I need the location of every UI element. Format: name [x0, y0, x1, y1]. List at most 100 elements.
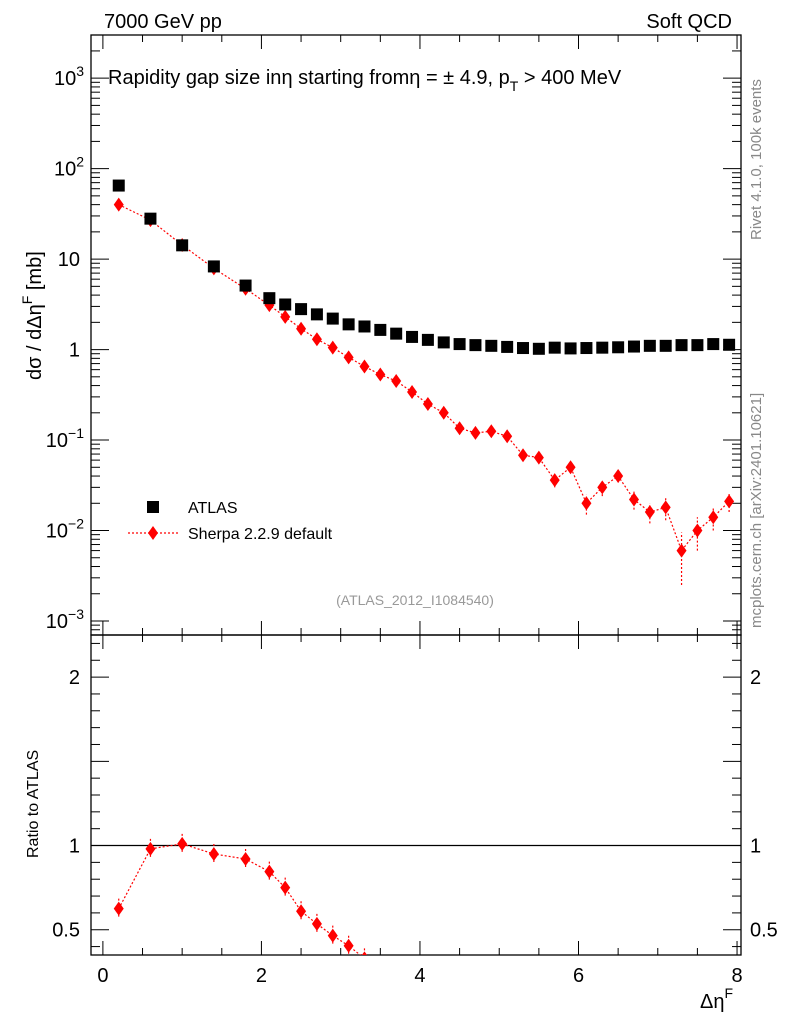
y-axis-label: dσ / dΔηF [mb]: [19, 251, 46, 380]
atlas-point: [326, 312, 339, 325]
chart-title: Rapidity gap size inη starting fromη = ±…: [108, 67, 622, 94]
sherpa-point: [581, 496, 592, 511]
atlas-point: [596, 341, 609, 354]
atlas-point: [374, 323, 387, 336]
y-tick-label: 10: [58, 249, 80, 271]
sherpa-point: [375, 367, 386, 382]
atlas-point: [390, 327, 403, 340]
atlas-point: [453, 338, 466, 351]
ratio-point: [145, 841, 156, 856]
y-tick-label: 1: [69, 340, 80, 362]
sherpa-point: [454, 421, 465, 436]
ratio-point: [208, 846, 219, 861]
atlas-point: [437, 336, 450, 349]
legend-atlas-label: ATLAS: [188, 500, 238, 517]
sherpa-point: [327, 340, 338, 355]
ratio-point: [343, 938, 354, 953]
x-tick-label: 6: [573, 965, 584, 987]
ratio-point: [296, 904, 307, 919]
sherpa-point: [708, 510, 719, 525]
atlas-point: [144, 212, 157, 225]
atlas-point: [112, 179, 125, 192]
atlas-point: [207, 260, 220, 273]
sherpa-point: [407, 384, 418, 399]
ratio-y-tick-label-right: 2: [750, 667, 761, 689]
ratio-y-tick-label-right: 1: [750, 836, 761, 858]
legend-atlas-marker: [147, 501, 159, 513]
atlas-point: [310, 308, 323, 321]
axes-layer: 0 2 4 6 8 10−3 10−2 10−1 1 10 102 103 0.5 0.5 1 1 2 2: [46, 34, 778, 987]
atlas-point: [659, 339, 672, 352]
atlas-point: [485, 339, 498, 352]
mcplots-label: mcplots.cern.ch [arXiv:2401.10621]: [748, 393, 765, 628]
x-tick-label: 2: [256, 965, 267, 987]
ratio-y-tick-label: 1: [69, 836, 80, 858]
x-axis-label: ΔηF: [700, 985, 733, 1013]
ratio-point: [327, 928, 338, 943]
atlas-point: [532, 342, 545, 355]
ratio-point: [280, 880, 291, 895]
atlas-point: [517, 342, 530, 355]
sherpa-point: [470, 425, 481, 440]
atlas-point: [612, 341, 625, 354]
header-left: 7000 GeV pp: [104, 11, 222, 33]
atlas-point: [421, 333, 434, 346]
atlas-point: [564, 342, 577, 355]
sherpa-point: [486, 424, 497, 439]
sherpa-point: [359, 359, 370, 374]
atlas-point: [358, 320, 371, 333]
legend-sherpa-label: Sherpa 2.2.9 default: [188, 526, 333, 543]
ratio-y-axis-label: Ratio to ATLAS: [25, 750, 42, 858]
atlas-point: [406, 330, 419, 343]
sherpa-point: [113, 197, 124, 212]
sherpa-point: [296, 321, 307, 336]
atlas-point: [263, 292, 276, 305]
sherpa-point: [438, 405, 449, 420]
atlas-point: [580, 342, 593, 355]
ratio-series-line: [118, 843, 362, 955]
sherpa-point: [597, 480, 608, 495]
ratio-y-tick-label: 2: [69, 667, 80, 689]
analysis-watermark: (ATLAS_2012_I1084540): [336, 592, 494, 608]
legend: ATLAS Sherpa 2.2.9 default: [128, 500, 333, 543]
sherpa-point: [422, 397, 433, 412]
sherpa-point: [565, 460, 576, 475]
sherpa-point: [676, 543, 687, 558]
ratio-y-tick-label-right: 0.5: [750, 920, 778, 942]
atlas-point: [643, 339, 656, 352]
ratio-panel-frame: [90, 634, 742, 956]
atlas-point: [691, 339, 704, 352]
ratio-point: [361, 951, 368, 955]
sherpa-point: [533, 450, 544, 465]
atlas-point: [469, 339, 482, 352]
sherpa-point: [549, 473, 560, 488]
y-tick-label: 10−3: [46, 606, 84, 633]
sherpa-point: [311, 332, 322, 347]
sherpa-point: [644, 505, 655, 520]
y-tick-label: 10−1: [46, 425, 84, 452]
sherpa-point: [518, 448, 529, 463]
ratio-point: [113, 901, 124, 916]
atlas-point: [627, 340, 640, 353]
sherpa-point: [502, 429, 513, 444]
sherpa-point: [660, 500, 671, 515]
rivet-label: Rivet 4.1.0, 100k events: [748, 79, 765, 240]
atlas-point: [548, 341, 561, 354]
main-data-layer: [112, 179, 736, 585]
y-tick-label: 103: [54, 63, 84, 90]
atlas-point: [723, 338, 736, 351]
sherpa-point: [343, 350, 354, 365]
sherpa-point: [613, 469, 624, 484]
ratio-point: [311, 916, 322, 931]
ratio-y-tick-label: 0.5: [52, 920, 80, 942]
atlas-point: [675, 339, 688, 352]
y-tick-label: 102: [54, 154, 84, 181]
ratio-point: [177, 836, 188, 851]
x-tick-label: 0: [97, 965, 108, 987]
ratio-series-group: [113, 833, 368, 955]
atlas-point: [295, 303, 308, 316]
x-tick-label: 8: [731, 965, 742, 987]
atlas-point: [176, 239, 189, 252]
ratio-data-layer: [113, 833, 368, 955]
